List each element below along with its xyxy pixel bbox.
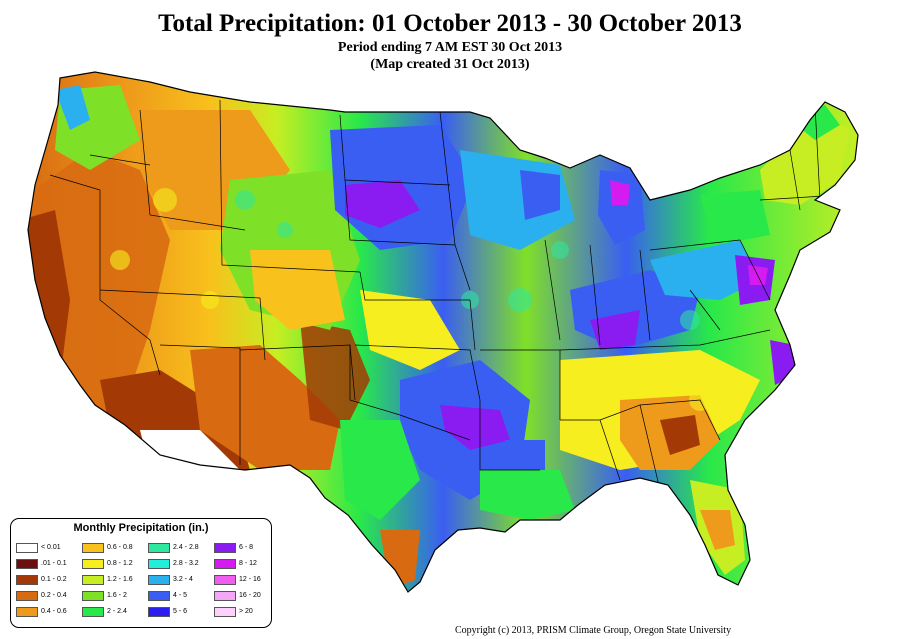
legend-item: 0.4 - 0.6 <box>16 605 82 619</box>
period-subtitle: Period ending 7 AM EST 30 Oct 2013 <box>337 40 563 55</box>
legend-item: 4 - 5 <box>148 589 214 603</box>
legend-item: 0.1 - 0.2 <box>16 573 82 587</box>
legend-swatch <box>214 575 236 585</box>
legend-swatch <box>82 575 104 585</box>
legend-swatch <box>148 607 170 617</box>
copyright: Copyright (c) 2013, PRISM Climate Group,… <box>455 625 732 636</box>
legend-label: 16 - 20 <box>239 592 261 599</box>
legend-item: 2.4 - 2.8 <box>148 541 214 555</box>
legend-item: 6 - 8 <box>214 541 280 555</box>
legend-label: 2.4 - 2.8 <box>173 544 199 551</box>
legend-label: 1.6 - 2 <box>107 592 127 599</box>
legend-item: 2.8 - 3.2 <box>148 557 214 571</box>
legend-label: 0.2 - 0.4 <box>41 592 67 599</box>
legend-item: > 20 <box>214 605 280 619</box>
legend-item: .01 - 0.1 <box>16 557 82 571</box>
legend-swatch <box>16 607 38 617</box>
legend-label: 6 - 8 <box>239 544 254 551</box>
legend-label: 1.2 - 1.6 <box>107 576 133 583</box>
legend-label: 12 - 16 <box>239 576 261 583</box>
legend-item: 3.2 - 4 <box>148 573 214 587</box>
legend-label: 0.6 - 0.8 <box>107 544 133 551</box>
legend-item: 12 - 16 <box>214 573 280 587</box>
legend-swatch <box>148 591 170 601</box>
legend-item: 0.8 - 1.2 <box>82 557 148 571</box>
legend-label: 0.4 - 0.6 <box>41 608 67 615</box>
legend-item: 2 - 2.4 <box>82 605 148 619</box>
legend-swatch <box>16 591 38 601</box>
legend-swatch <box>16 559 38 569</box>
legend-item: 0.2 - 0.4 <box>16 589 82 603</box>
created-subtitle: (Map created 31 Oct 2013) <box>370 57 530 72</box>
legend-label: .01 - 0.1 <box>41 560 67 567</box>
legend-label: 0.1 - 0.2 <box>41 576 67 583</box>
legend: Monthly Precipitation (in.) < 0.01 .01 - … <box>10 518 272 628</box>
map-title: Total Precipitation: 01 October 2013 - 3… <box>158 10 742 37</box>
legend-item: 8 - 12 <box>214 557 280 571</box>
legend-item: 16 - 20 <box>214 589 280 603</box>
legend-swatch <box>16 575 38 585</box>
legend-label: 3.2 - 4 <box>173 576 193 583</box>
legend-item: 1.2 - 1.6 <box>82 573 148 587</box>
legend-label: 0.8 - 1.2 <box>107 560 133 567</box>
legend-title: Monthly Precipitation (in.) <box>73 522 209 534</box>
legend-grid: < 0.01 .01 - 0.1 0.1 - 0.2 0.2 - 0.4 0.4 - 0… <box>16 541 268 625</box>
legend-label: 4 - 5 <box>173 592 188 599</box>
legend-item: 1.6 - 2 <box>82 589 148 603</box>
legend-label: > 20 <box>239 608 253 615</box>
legend-swatch <box>148 575 170 585</box>
legend-item: 5 - 6 <box>148 605 214 619</box>
legend-label: 2 - 2.4 <box>107 608 127 615</box>
legend-swatch <box>148 543 170 553</box>
legend-swatch <box>148 559 170 569</box>
legend-label: 2.8 - 3.2 <box>173 560 199 567</box>
legend-swatch <box>214 607 236 617</box>
legend-label: 5 - 6 <box>173 608 188 615</box>
legend-item: < 0.01 <box>16 541 82 555</box>
legend-label: < 0.01 <box>41 544 61 551</box>
legend-label: 8 - 12 <box>239 560 257 567</box>
legend-swatch <box>82 591 104 601</box>
legend-swatch <box>214 591 236 601</box>
legend-swatch <box>82 543 104 553</box>
legend-swatch <box>82 607 104 617</box>
legend-swatch <box>82 559 104 569</box>
legend-swatch <box>214 559 236 569</box>
legend-swatch <box>214 543 236 553</box>
legend-item: 0.6 - 0.8 <box>82 541 148 555</box>
legend-swatch <box>16 543 38 553</box>
